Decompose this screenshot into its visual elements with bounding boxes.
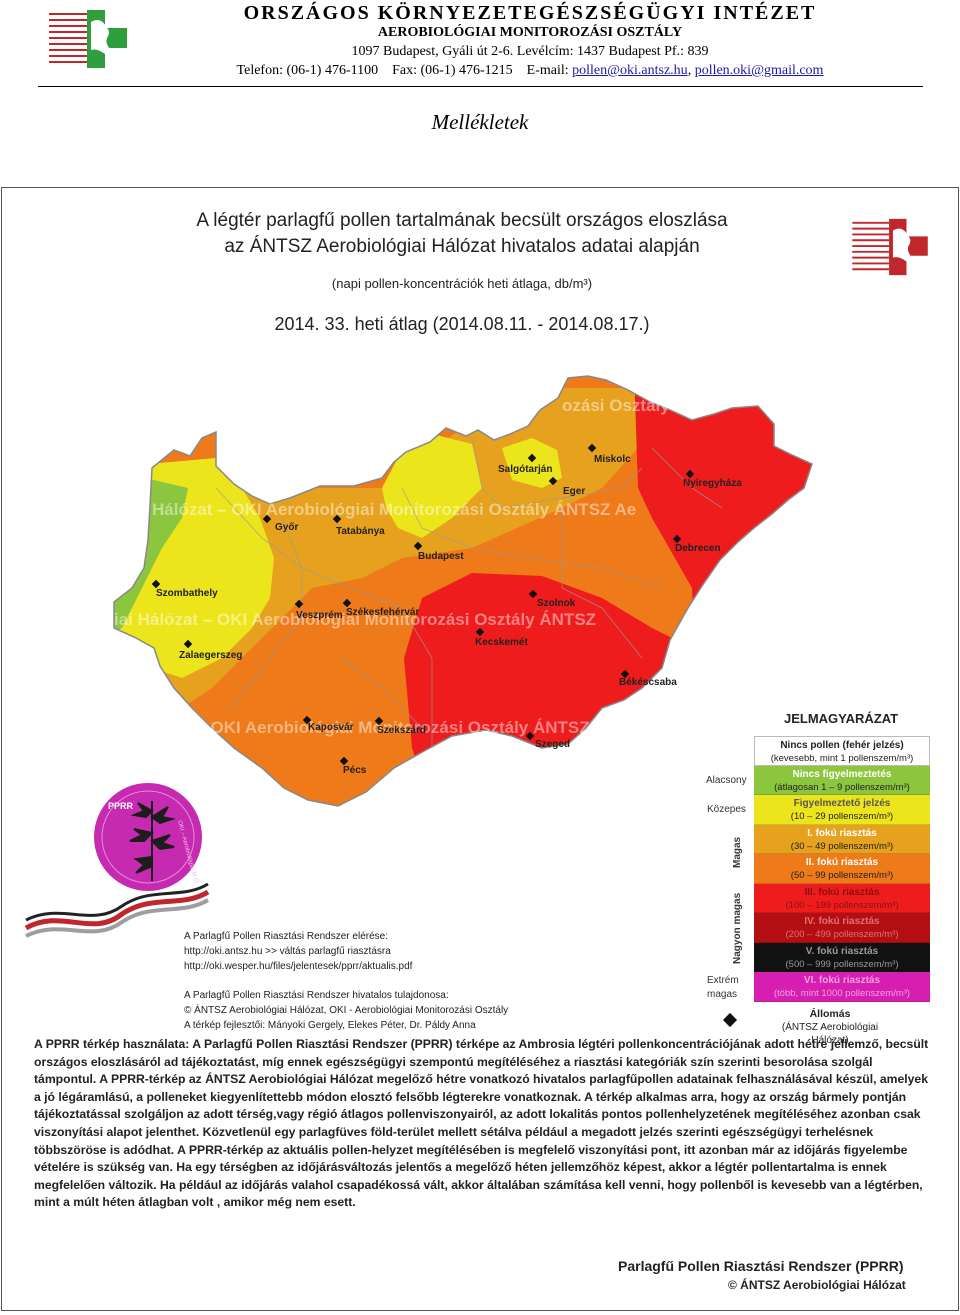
city-szolnok: Szolnok [537,598,576,609]
city-salgotarjan: Salgótarján [498,464,553,475]
legend-range-3: (30 – 49 pollenszem/m³) [790,840,894,852]
legend-box: Nincs pollen (fehér jelzés) (kevesebb, m… [754,736,930,1002]
page-heading: Mellékletek [431,110,529,134]
map-usage-description: A PPRR térkép használata: A Parlagfű Pol… [34,1037,929,1210]
legend-title: JELMAGYARÁZAT [784,711,899,726]
header-divider [38,86,923,87]
legend-row-2: Figyelmeztető jelzés (10 – 29 pollenszem… [754,795,930,825]
legend-row-7: V. fokú riasztás (500 – 999 pollenszem/m… [754,942,930,972]
city-veszprem: Veszprém [296,610,343,621]
owner-line-2: A térkép fejlesztői: Mányoki Gergely, El… [184,1020,476,1031]
city-szekszard: Szekszárd [377,725,426,736]
map-watermark-3: t – OKI Aerobiológiai Monitorozási Osztá… [186,718,590,737]
city-szekesfehervar: Székesfehérvár [346,607,420,618]
legend-range-0: (kevesebb, mint 1 pollenszem/m³) [770,753,914,764]
station-legend-sub: (ÁNTSZ Aerobiológiai Hálózat) [781,1022,879,1046]
legend-side-nagyon: Nagyon magas [732,892,743,964]
pprr-ribbon [24,882,210,938]
poster-subtitle: (napi pollen-koncentrációk heti átlaga, … [331,276,593,291]
city-kecskemet: Kecskemét [475,637,528,648]
legend-label-7: V. fokú riasztás [805,945,879,957]
city-zalaegerszeg: Zalaegerszeg [179,650,243,661]
map-watermark-4: ozási Osztály [562,396,670,415]
city-gyor: Győr [275,522,299,533]
pprr-badge-text: PPRR [108,801,134,811]
hungary-pollen-map [113,375,813,807]
legend-label-6: IV. fokú riasztás [804,916,880,927]
city-kaposvar: Kaposvár [308,722,354,733]
access-title: A Parlagfű Pollen Riasztási Rendszer elé… [184,931,388,942]
pollen-map-poster: Hálózat – OKI Aerobiológiai Monitorozási… [1,187,959,1311]
footer-copyright: © ÁNTSZ Aerobiológiai Hálózat [728,1278,906,1292]
map-watermark-2: iai Hálózat – OKI Aerobiológiai Monitoro… [114,610,597,629]
legend-range-1: (átlagosan 1 – 9 pollenszem/m³) [774,781,910,793]
legend-label-0: Nincs pollen (fehér jelzés) [780,740,904,751]
legend-row-5: III. fokú riasztás (100 – 199 pollenszem… [754,883,930,913]
ragweed-plant-icon [129,801,176,881]
pprr-badge-logo: PPRR OKI – Aerobiológiai M.O. [94,783,202,891]
map-watermark-1: Hálózat – OKI Aerobiológiai Monitorozási… [152,500,637,519]
legend-row-8: VI. fokú riasztás (több, mint 1000 polle… [754,972,930,1002]
legend-label-2: Figyelmeztető jelzés [793,798,891,809]
email-link-1[interactable]: pollen@oki.antsz.hu [572,63,688,78]
org-name: Országos Környezetegészségügyi Intézet [243,2,817,24]
owner-title: A Parlagfű Pollen Riasztási Rendszer hiv… [184,990,449,1001]
city-debrecen: Debrecen [675,543,721,554]
city-nyiregyhaza: Nyíregyháza [683,478,742,489]
city-szombathely: Szombathely [156,588,218,599]
letterhead: Országos Környezetegészségügyi Intézet A… [140,2,920,80]
legend-side-kozepes: Közepes [707,804,746,815]
institute-logo [49,10,127,68]
legend-range-2: (10 – 29 pollenszem/m³) [790,811,894,822]
access-link-1[interactable]: http://oki.antsz.hu >> váltás parlagfű r… [184,946,391,957]
legend-row-4: II. fokú riasztás (50 – 99 pollenszem/m³… [754,854,930,884]
legend-label-4: II. fokú riasztás [805,857,879,868]
legend-range-4: (50 – 99 pollenszem/m³) [790,870,894,881]
legend-label-5: III. fokú riasztás [804,886,880,898]
legend-side-magas: Magas [732,836,743,868]
station-legend-title: Állomás [809,1008,851,1020]
email-separator: , [687,63,692,78]
poster-week: 2014. 33. heti átlag (2014.08.11. - 2014… [274,314,650,334]
legend-range-6: (200 – 499 pollenszem/m³) [785,929,899,940]
legend-row-1: Nincs figyelmeztetés (átlagosan 1 – 9 po… [754,765,930,795]
department-name: Aerobiológiai Monitorozási Osztály [377,25,683,40]
city-pecs: Pécs [343,765,367,776]
contact-text: Telefon: (06-1) 476-1100 Fax: (06-1) 476… [236,63,569,78]
legend-label-1: Nincs figyelmeztetés [792,768,892,780]
legend-range-7: (500 – 999 pollenszem/m³) [785,958,899,970]
contact-line: Telefon: (06-1) 476-1100 Fax: (06-1) 476… [140,61,920,80]
city-miskolc: Miskolc [594,454,631,465]
legend-range-5: (100 – 199 pollenszem/m³) [785,899,899,911]
access-link-2[interactable]: http://oki.wesper.hu/files/jelentesek/pp… [184,961,413,972]
legend-row-0: Nincs pollen (fehér jelzés) (kevesebb, m… [754,736,930,766]
city-tatabanya: Tatabánya [336,526,385,537]
city-bekescsaba: Békéscsaba [619,677,677,688]
institute-logo-small [852,218,928,276]
owner-line-1: © ÁNTSZ Aerobiológiai Hálózat, OKI - Aer… [184,1005,509,1016]
legend-row-3: I. fokú riasztás (30 – 49 pollenszem/m³) [754,824,930,854]
legend-label-3: I. fokú riasztás [807,827,877,839]
poster-title-line1: A légtér parlagfű pollen tartalmának bec… [196,210,728,231]
city-szeged: Szeged [535,739,571,750]
legend-range-8: (több, mint 1000 pollenszem/m³) [773,988,911,999]
email-link-2[interactable]: pollen.oki@gmail.com [694,63,824,78]
legend-side-extrem: Extrém magas [707,975,739,1000]
legend-row-6: IV. fokú riasztás (200 – 499 pollenszem/… [754,913,930,943]
legend-label-8: VI. fokú riasztás [803,975,881,986]
station-legend: Állomás (ÁNTSZ Aerobiológiai Hálózat) [772,1008,888,1047]
city-eger: Eger [563,486,586,497]
city-budapest: Budapest [418,551,464,562]
footer-title: Parlagfű Pollen Riasztási Rendszer (PPRR… [618,1258,904,1274]
address-line: 1097 Budapest, Gyáli út 2-6. Levélcím: 1… [351,44,709,59]
poster-title-line2: az ÁNTSZ Aerobiológiai Hálózat hivatalos… [224,236,700,257]
legend-side-alacsony: Alacsony [706,775,747,786]
